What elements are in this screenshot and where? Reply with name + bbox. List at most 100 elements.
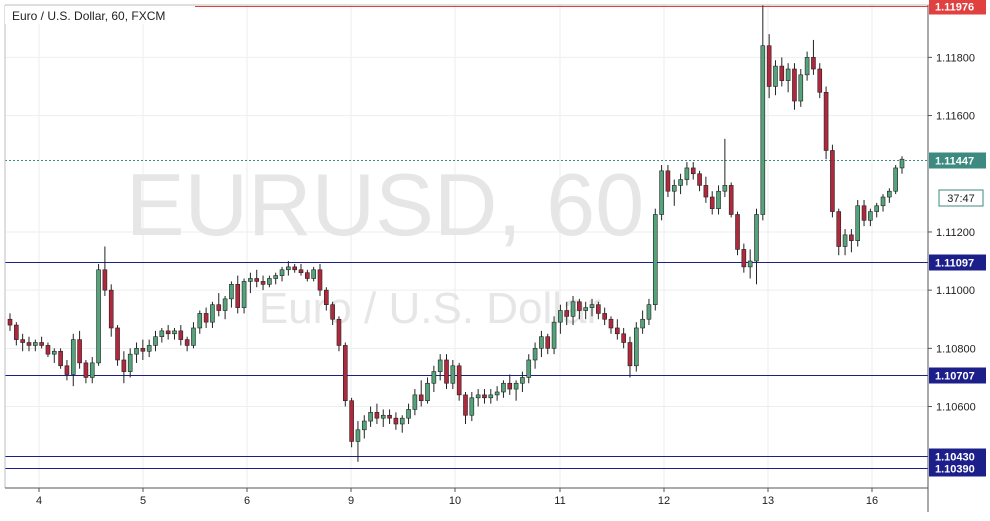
candle[interactable] (684, 162, 690, 186)
candle[interactable] (570, 295, 576, 326)
candle[interactable] (849, 229, 854, 253)
candle[interactable] (823, 86, 829, 160)
candle[interactable] (355, 421, 361, 462)
candle[interactable] (279, 266, 285, 282)
candle[interactable] (203, 307, 209, 328)
candle[interactable] (494, 386, 500, 401)
candle[interactable] (880, 194, 886, 212)
candle[interactable] (134, 342, 139, 363)
candle[interactable] (393, 412, 399, 430)
candle[interactable] (222, 295, 228, 320)
candle[interactable] (545, 333, 551, 355)
candle[interactable] (551, 316, 557, 355)
candle[interactable] (324, 287, 329, 311)
candle[interactable] (596, 301, 601, 320)
candle[interactable] (633, 322, 639, 372)
candle[interactable] (241, 278, 247, 314)
candle[interactable] (431, 365, 437, 392)
candle[interactable] (893, 165, 898, 195)
candle[interactable] (868, 208, 873, 227)
candle[interactable] (7, 313, 13, 331)
candle[interactable] (811, 39, 816, 75)
candle[interactable] (520, 371, 525, 392)
candle[interactable] (671, 179, 677, 206)
candle[interactable] (58, 348, 63, 369)
candle[interactable] (640, 310, 645, 334)
candle[interactable] (83, 359, 89, 384)
candle[interactable] (785, 63, 791, 93)
candle[interactable] (690, 162, 696, 180)
candle[interactable] (855, 199, 861, 247)
candle[interactable] (482, 389, 487, 404)
candle[interactable] (153, 330, 158, 352)
candle[interactable] (792, 63, 797, 110)
candle[interactable] (836, 208, 842, 256)
candle[interactable] (665, 165, 671, 198)
candle[interactable] (760, 5, 766, 221)
candle[interactable] (735, 211, 740, 256)
candle[interactable] (260, 275, 266, 291)
candle[interactable] (361, 415, 367, 439)
candle[interactable] (210, 301, 215, 328)
time-axis[interactable]: 4 5 6 9 10 11 12 13 16 (36, 488, 878, 507)
candle[interactable] (235, 275, 241, 314)
candle[interactable] (564, 301, 570, 326)
candle[interactable] (64, 359, 70, 381)
candle[interactable] (254, 269, 260, 288)
candle[interactable] (121, 351, 127, 384)
candle[interactable] (804, 51, 810, 81)
candle[interactable] (678, 173, 683, 195)
candle[interactable] (305, 269, 310, 282)
candle[interactable] (20, 333, 25, 352)
candle[interactable] (583, 301, 588, 320)
candle[interactable] (178, 325, 184, 346)
candle[interactable] (39, 336, 44, 349)
candle[interactable] (577, 298, 582, 320)
candle[interactable] (627, 336, 633, 378)
candle[interactable] (374, 403, 380, 424)
candle[interactable] (798, 69, 804, 107)
candle[interactable] (779, 57, 785, 87)
candle[interactable] (273, 272, 279, 285)
candle[interactable] (830, 144, 835, 218)
candle[interactable] (342, 342, 348, 407)
candle[interactable] (89, 357, 95, 384)
candle[interactable] (615, 319, 620, 340)
candle[interactable] (589, 298, 595, 317)
price-axis[interactable]: 1.11800 1.11600 1.11200 1.11000 1.10800 1.106… (928, 52, 976, 414)
candle[interactable] (621, 327, 626, 349)
candle[interactable] (96, 263, 101, 366)
candle[interactable] (507, 374, 513, 395)
candle[interactable] (539, 330, 544, 358)
candle[interactable] (425, 377, 430, 404)
candle[interactable] (709, 191, 715, 215)
candle[interactable] (747, 249, 753, 279)
candle[interactable] (349, 397, 354, 448)
candle[interactable] (115, 325, 120, 366)
candle[interactable] (380, 409, 386, 427)
candle[interactable] (33, 339, 38, 352)
candle[interactable] (469, 391, 475, 422)
candle[interactable] (558, 304, 563, 334)
candle[interactable] (317, 263, 323, 296)
candle[interactable] (602, 307, 607, 326)
candle[interactable] (368, 406, 373, 427)
candle[interactable] (463, 391, 468, 424)
candle[interactable] (286, 261, 291, 276)
candle[interactable] (267, 275, 272, 288)
candle[interactable] (172, 327, 177, 340)
candle[interactable] (887, 188, 892, 203)
candle[interactable] (741, 243, 747, 273)
candle[interactable] (646, 298, 652, 326)
candle[interactable] (532, 342, 538, 369)
candle[interactable] (526, 354, 532, 384)
candle[interactable] (817, 63, 823, 99)
candle[interactable] (127, 348, 133, 378)
candle[interactable] (456, 362, 462, 401)
candle[interactable] (488, 389, 494, 404)
candle[interactable] (874, 202, 879, 218)
candle[interactable] (899, 156, 905, 174)
candle[interactable] (406, 403, 411, 424)
candle[interactable] (165, 325, 171, 340)
